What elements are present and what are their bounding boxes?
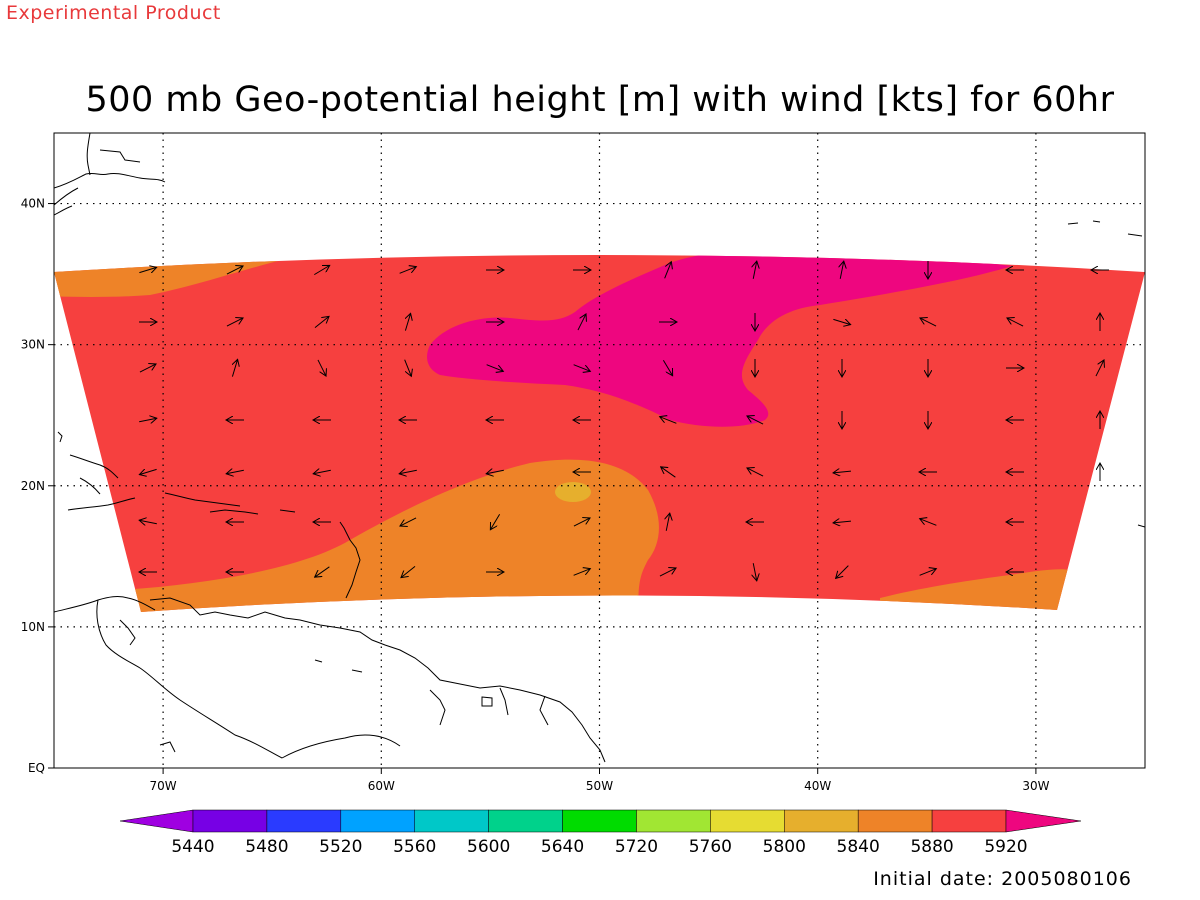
wind-arrow xyxy=(662,360,672,375)
wind-arrow xyxy=(139,520,157,524)
wind-arrow xyxy=(573,364,591,372)
wind-vectors xyxy=(139,261,1109,581)
wind-arrow xyxy=(840,261,844,279)
color-bar-segment xyxy=(266,809,342,833)
wind-arrow xyxy=(314,265,329,276)
lon-label-60W: 60W xyxy=(368,779,395,793)
lon-label-30W: 30W xyxy=(1022,779,1049,793)
color-bar-label: 5520 xyxy=(319,837,362,857)
wind-arrow xyxy=(659,568,676,577)
color-bar-segment xyxy=(636,809,711,833)
wind-arrow xyxy=(317,359,326,376)
color-bar-label: 5840 xyxy=(837,837,880,857)
wind-arrow xyxy=(139,469,157,474)
wind-arrow xyxy=(226,266,243,275)
wind-arrow xyxy=(753,563,757,581)
wind-arrow xyxy=(1095,360,1104,377)
wind-arrow xyxy=(139,267,156,272)
wind-arrow xyxy=(404,359,412,377)
wind-arrow xyxy=(661,467,676,478)
wind-arrow xyxy=(753,261,757,279)
wind-arrow xyxy=(919,569,937,576)
lon-label-40W: 40W xyxy=(804,779,831,793)
color-bar-min-triangle xyxy=(119,809,194,833)
map-title: 500 mb Geo-potential height [m] with win… xyxy=(85,80,1115,120)
wind-arrow xyxy=(313,470,331,474)
wind-arrow xyxy=(833,471,852,473)
initial-date-label: Initial date: 2005080106 xyxy=(873,868,1132,890)
color-bar-labels: 5440 5480 5520 5560 5600 5640 5720 5760 5800 5840… xyxy=(171,837,1027,857)
lat-label-40N: 40N xyxy=(21,197,45,211)
wind-arrow xyxy=(315,566,330,577)
color-bar-segment xyxy=(340,809,415,833)
wind-arrow xyxy=(666,513,670,531)
wind-arrow xyxy=(747,468,764,477)
color-bar-label: 5920 xyxy=(984,837,1027,857)
color-bar-label: 5600 xyxy=(467,837,510,857)
wind-arrow xyxy=(920,318,937,327)
wind-arrow xyxy=(833,319,850,324)
color-bar-segment xyxy=(857,809,933,833)
wind-arrow xyxy=(400,517,417,526)
experimental-product-label: Experimental Product xyxy=(6,2,221,24)
height-region-5840-south xyxy=(120,459,659,612)
wind-arrow xyxy=(573,518,590,527)
wind-arrow xyxy=(139,418,157,422)
longitude-labels: 70W 60W 50W 40W 30W xyxy=(150,779,1050,793)
wind-arrow xyxy=(226,470,244,474)
lon-label-70W: 70W xyxy=(150,779,177,793)
height-region-5920 xyxy=(427,255,1012,427)
wind-arrow xyxy=(399,470,417,474)
color-bar-label: 5480 xyxy=(245,837,288,857)
color-bar-label: 5440 xyxy=(171,837,214,857)
wind-arrow xyxy=(1007,318,1024,327)
color-bar-label: 5720 xyxy=(615,837,658,857)
color-bar-segment xyxy=(784,809,859,833)
axis-ticks xyxy=(48,203,1037,774)
color-bar-label: 5880 xyxy=(910,837,953,857)
coastlines xyxy=(54,133,1145,763)
wind-arrow xyxy=(401,565,416,577)
lat-label-10N: 10N xyxy=(21,620,45,634)
lon-label-50W: 50W xyxy=(586,779,613,793)
wind-arrow xyxy=(573,569,591,576)
color-bar-segment xyxy=(414,809,489,833)
color-bar-segment xyxy=(192,809,268,833)
wind-arrow xyxy=(490,514,501,529)
lat-label-30N: 30N xyxy=(21,338,45,352)
lat-label-20N: 20N xyxy=(21,479,45,493)
wind-arrow xyxy=(920,519,937,526)
color-bar-label: 5560 xyxy=(393,837,436,857)
wind-arrow xyxy=(833,521,852,523)
latitude-labels: EQ 10N 20N 30N 40N xyxy=(21,197,45,775)
wind-arrow xyxy=(660,417,677,424)
wind-arrow xyxy=(747,416,764,425)
color-bar xyxy=(119,809,1082,833)
wind-arrow xyxy=(226,318,243,327)
color-bar-max-triangle xyxy=(1005,809,1082,833)
color-bar-label: 5640 xyxy=(541,837,584,857)
wind-arrow xyxy=(577,314,586,331)
wind-arrow xyxy=(399,267,417,274)
color-bar-label: 5760 xyxy=(689,837,732,857)
wind-arrow xyxy=(486,364,504,372)
wind-arrow xyxy=(314,316,329,329)
wind-arrow xyxy=(836,565,849,579)
wind-arrow xyxy=(486,470,504,474)
height-region-5800 xyxy=(555,482,591,502)
color-bar-label: 5800 xyxy=(763,837,806,857)
wind-arrow xyxy=(664,262,672,279)
wind-arrow xyxy=(405,313,410,331)
color-bar-segment xyxy=(488,809,563,833)
color-bar-segment xyxy=(710,809,785,833)
color-bar-segment xyxy=(931,809,1007,833)
lat-label-EQ: EQ xyxy=(28,761,45,775)
color-bar-segment xyxy=(562,809,637,833)
wind-arrow xyxy=(139,364,156,373)
height-region-5840-southeast xyxy=(880,569,1070,612)
wind-arrow xyxy=(232,359,237,377)
